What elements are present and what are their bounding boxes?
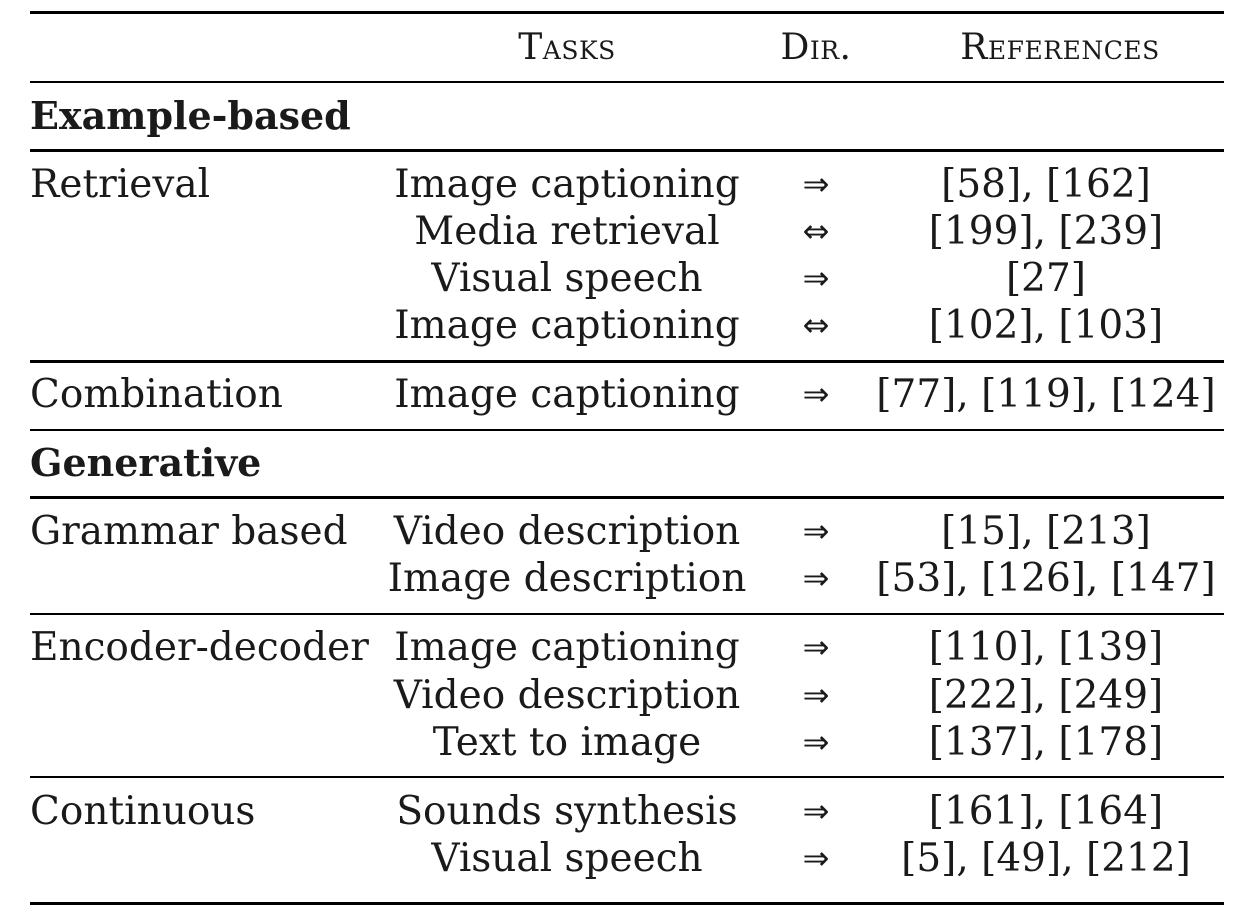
header-direction: Dir. [780,30,851,66]
table-row-refs: [5], [49], [212] [901,836,1191,881]
table-row-task: Image captioning [394,625,740,670]
method-retrieval: Retrieval [30,162,211,207]
top-rule [30,11,1224,14]
bottom-rule [30,902,1224,905]
group-combination-rule [30,429,1224,431]
group-grammar-rule [30,613,1224,615]
header-rule [30,81,1224,83]
method-continuous: Continuous [30,789,256,834]
table-row-task: Image captioning [394,372,740,417]
section-title-generative: Generative [30,440,262,485]
direction-arrow: ⇒ [802,676,830,714]
table-row-task: Image captioning [394,303,740,348]
method-combination: Combination [30,372,283,417]
header-references-label: References [960,27,1160,68]
table-row-task: Visual speech [431,256,703,301]
direction-arrow: ⇒ [802,559,830,597]
section-title-example-based: Example-based [30,93,351,138]
table-row-task: Visual speech [431,836,703,881]
direction-arrow: ⇔ [802,306,830,344]
table-row-task: Image captioning [394,162,740,207]
table-row-refs: [102], [103] [928,303,1164,348]
table-row-task: Image description [387,556,747,601]
table-row-task: Video description [393,509,741,554]
header-direction-label: Dir. [780,27,852,68]
direction-arrow: ⇒ [802,628,830,666]
direction-arrow: ⇒ [802,512,830,550]
table-row-refs: [110], [139] [928,625,1164,670]
direction-arrow: ⇒ [802,792,830,830]
group-encoder-rule [30,776,1224,778]
table-row-refs: [137], [178] [928,720,1164,765]
method-grammar-based: Grammar based [30,509,348,554]
table-row-refs: [161], [164] [928,789,1164,834]
table-row-task: Sounds synthesis [396,789,738,834]
table-row-refs: [199], [239] [928,209,1164,254]
table-row-task: Text to image [432,720,702,765]
direction-arrow: ⇔ [802,212,830,250]
table-row-refs: [222], [249] [928,673,1164,718]
group-retrieval-rule [30,360,1224,363]
section-generative-rule [30,496,1224,499]
table-row-refs: [58], [162] [941,162,1151,207]
direction-arrow: ⇒ [802,839,830,877]
section-example-rule [30,149,1224,152]
table-row-refs: [15], [213] [941,509,1151,554]
header-tasks-label: Tasks [518,27,616,68]
method-encoder-decoder: Encoder-decoder [30,625,369,670]
direction-arrow: ⇒ [802,259,830,297]
direction-arrow: ⇒ [802,723,830,761]
header-references: References [960,30,1159,66]
header-tasks: Tasks [518,30,616,66]
table-row-refs: [77], [119], [124] [876,372,1216,417]
table-row-task: Video description [393,673,741,718]
direction-arrow: ⇒ [802,165,830,203]
table-row-refs: [27] [1005,256,1087,301]
table-row-refs: [53], [126], [147] [876,556,1216,601]
table-row-task: Media retrieval [414,209,720,254]
direction-arrow: ⇒ [802,375,830,413]
